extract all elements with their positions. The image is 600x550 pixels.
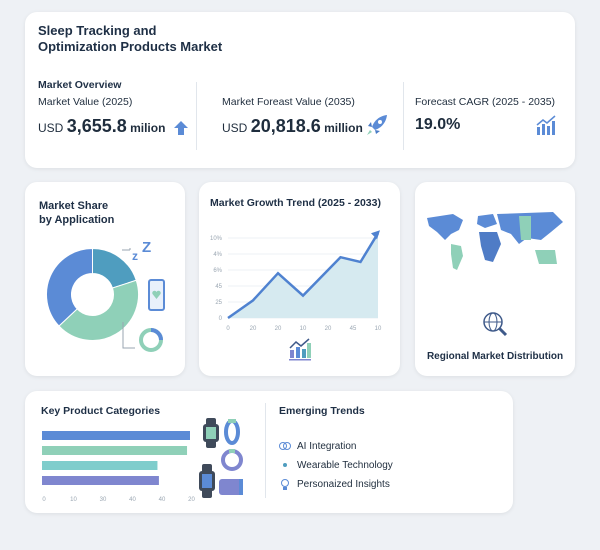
regional-label: Regional Market Distribution bbox=[426, 351, 564, 362]
x-tick-label: 40 bbox=[129, 497, 136, 503]
trend-label: Personaized Insights bbox=[297, 479, 390, 490]
x-tick-label: 0 bbox=[226, 326, 230, 332]
x-tick-label: 10 bbox=[70, 497, 77, 503]
svg-text:z: z bbox=[132, 249, 138, 263]
title-line: by Application bbox=[39, 214, 115, 226]
smartwatch-icon bbox=[203, 418, 219, 448]
rocket-icon bbox=[367, 115, 387, 135]
trend-label: AI Integration bbox=[297, 440, 357, 452]
x-tick-label: 20 bbox=[188, 497, 195, 503]
svg-text:Z: Z bbox=[142, 239, 151, 256]
dot-icon bbox=[283, 463, 287, 467]
metric-label: Forecast CAGR (2025 - 2035) bbox=[415, 96, 556, 108]
x-tick-label: 20 bbox=[325, 326, 332, 332]
ring-tracker-icon bbox=[224, 419, 240, 445]
x-tick-label: 30 bbox=[100, 497, 107, 503]
category-bar bbox=[42, 461, 158, 470]
value: 20,818.6 bbox=[250, 116, 321, 136]
page-title: Sleep Tracking and Optimization Products… bbox=[38, 23, 222, 55]
title-line: Market Share bbox=[39, 200, 109, 212]
trend-line bbox=[227, 232, 380, 320]
x-tick-label: 40 bbox=[159, 497, 166, 503]
smart-ring-icon bbox=[221, 449, 243, 471]
overview-card: Sleep Tracking and Optimization Products… bbox=[25, 12, 575, 168]
x-tick-label: 20 bbox=[275, 326, 282, 332]
currency: USD bbox=[38, 121, 64, 135]
unit: milion bbox=[130, 121, 166, 135]
donut-slice bbox=[58, 279, 139, 341]
metric-value: 19.0% bbox=[415, 116, 461, 133]
x-tick-label: 10 bbox=[300, 326, 307, 332]
smartwatch-icon bbox=[199, 464, 215, 498]
card-title: Market Share by Application bbox=[39, 199, 114, 227]
x-tick-label: 0 bbox=[42, 497, 46, 503]
y-tick-label: 25 bbox=[215, 300, 222, 306]
arrow-up-icon bbox=[174, 121, 188, 135]
regional-card: Regional Market Distribution bbox=[415, 182, 575, 376]
trend-item: AI Integration bbox=[279, 440, 356, 452]
brain-icon bbox=[279, 442, 291, 450]
x-tick-label: 10 bbox=[375, 326, 382, 332]
y-tick-label: 45 bbox=[215, 284, 222, 290]
trend-label: Wearable Technology bbox=[297, 459, 393, 471]
metric-label: Market Foreast Value (2035) bbox=[222, 96, 355, 108]
donut-slice bbox=[46, 247, 93, 327]
globe-search-icon bbox=[483, 312, 508, 337]
trend-item: Personaized Insights bbox=[279, 478, 390, 491]
bar-chart-growth-icon bbox=[289, 338, 311, 361]
y-tick-label: 4% bbox=[213, 252, 222, 258]
y-tick-label: 6% bbox=[213, 268, 222, 274]
divider bbox=[196, 82, 197, 150]
trend-item: Wearable Technology bbox=[279, 459, 393, 471]
growth-trend-card: Market Growth Trend (2025 - 2033) 0 25 45 6… bbox=[199, 182, 400, 376]
card-title: Key Product Categories bbox=[41, 405, 161, 417]
arrowhead bbox=[371, 230, 380, 240]
currency: USD bbox=[222, 121, 248, 135]
card-title: Market Growth Trend (2025 - 2033) bbox=[210, 197, 381, 209]
divider bbox=[403, 82, 404, 150]
category-bar bbox=[42, 476, 159, 485]
donut-chart bbox=[46, 247, 139, 341]
metric-label: Market Value (2025) bbox=[38, 96, 133, 108]
metric-value: USD 20,818.6 million bbox=[222, 116, 363, 137]
world-map bbox=[427, 212, 563, 270]
unit: million bbox=[324, 121, 363, 135]
metric-value: USD 3,655.8 milion bbox=[38, 116, 165, 137]
trends-title: Emerging Trends bbox=[279, 405, 365, 417]
ring-chart-icon bbox=[122, 322, 163, 352]
lightbulb-icon bbox=[281, 479, 289, 490]
title-line: Optimization Products Market bbox=[38, 39, 223, 54]
sleep-pillow-icon bbox=[219, 479, 243, 495]
y-tick-label: 0 bbox=[219, 316, 223, 322]
category-bar-chart: 0 10 30 40 40 20 bbox=[42, 431, 195, 503]
title-line: Sleep Tracking and bbox=[38, 23, 157, 38]
phone-heart-icon bbox=[148, 279, 165, 311]
x-tick-label: 20 bbox=[250, 326, 257, 332]
area-fill bbox=[228, 233, 378, 318]
value: 3,655.8 bbox=[66, 116, 127, 136]
x-tick-label: 45 bbox=[350, 326, 357, 332]
y-tick-label: 10% bbox=[210, 236, 223, 242]
overview-heading: Market Overview bbox=[38, 79, 122, 91]
growth-line-chart: 0 25 45 6% 4% 10% 0 20 20 10 20 45 10 bbox=[210, 230, 382, 332]
divider bbox=[265, 403, 266, 498]
category-bar bbox=[42, 431, 190, 440]
bar-chart-up-icon bbox=[536, 115, 556, 135]
categories-card: Key Product Categories 0 10 30 40 40 20 Emerg… bbox=[25, 391, 513, 513]
category-bar bbox=[42, 446, 188, 455]
